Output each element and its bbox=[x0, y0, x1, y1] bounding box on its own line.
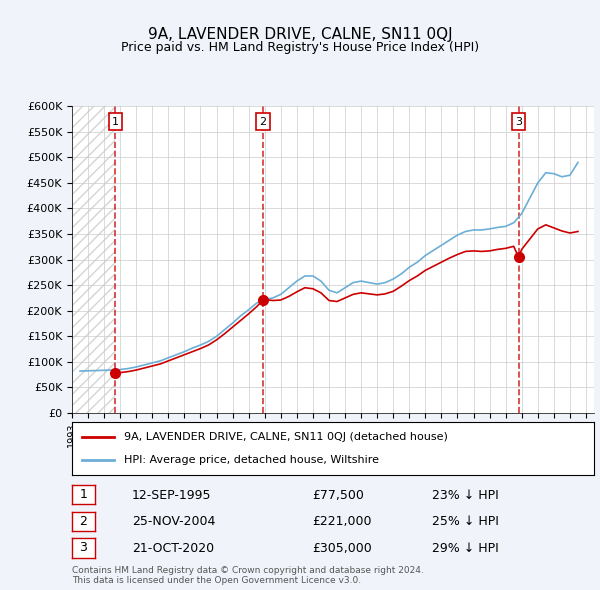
Text: 12-SEP-1995: 12-SEP-1995 bbox=[132, 489, 212, 502]
Text: 21-OCT-2020: 21-OCT-2020 bbox=[132, 542, 214, 555]
Text: 3: 3 bbox=[515, 117, 522, 126]
Text: 9A, LAVENDER DRIVE, CALNE, SN11 0QJ (detached house): 9A, LAVENDER DRIVE, CALNE, SN11 0QJ (det… bbox=[124, 432, 448, 442]
Text: £305,000: £305,000 bbox=[312, 542, 372, 555]
Text: £221,000: £221,000 bbox=[312, 515, 371, 528]
Text: HPI: Average price, detached house, Wiltshire: HPI: Average price, detached house, Wilt… bbox=[124, 455, 379, 465]
Text: 2: 2 bbox=[260, 117, 266, 126]
Text: 29% ↓ HPI: 29% ↓ HPI bbox=[432, 542, 499, 555]
Text: 23% ↓ HPI: 23% ↓ HPI bbox=[432, 489, 499, 502]
Text: 1: 1 bbox=[112, 117, 119, 126]
Text: 9A, LAVENDER DRIVE, CALNE, SN11 0QJ: 9A, LAVENDER DRIVE, CALNE, SN11 0QJ bbox=[148, 27, 452, 41]
Text: Contains HM Land Registry data © Crown copyright and database right 2024.
This d: Contains HM Land Registry data © Crown c… bbox=[72, 566, 424, 585]
Text: 25-NOV-2004: 25-NOV-2004 bbox=[132, 515, 215, 528]
Text: £77,500: £77,500 bbox=[312, 489, 364, 502]
Text: 2: 2 bbox=[79, 514, 88, 528]
Text: 25% ↓ HPI: 25% ↓ HPI bbox=[432, 515, 499, 528]
Text: 3: 3 bbox=[79, 541, 88, 555]
Text: Price paid vs. HM Land Registry's House Price Index (HPI): Price paid vs. HM Land Registry's House … bbox=[121, 41, 479, 54]
Text: 1: 1 bbox=[79, 488, 88, 501]
